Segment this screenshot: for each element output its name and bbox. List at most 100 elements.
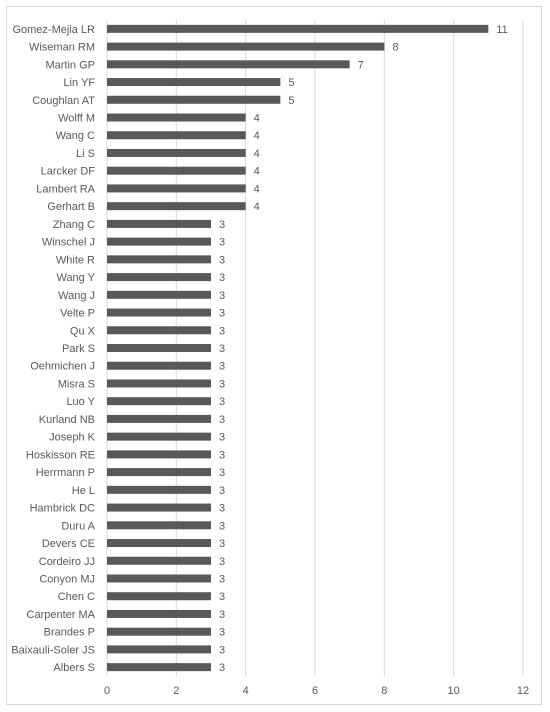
x-tick-label: 8 [381,685,387,697]
category-label: Hoskisson RE [26,449,95,461]
category-label: Wang Y [56,272,95,284]
bar [107,468,211,477]
bar [107,414,211,423]
bar [107,24,489,33]
data-label: 3 [219,538,225,550]
category-label: Cordeiro JJ [39,556,95,568]
category-label: Luo Y [66,396,95,408]
category-label: Coughlan AT [32,95,95,107]
category-label: Qu X [70,325,96,337]
category-label: Kurland NB [39,414,95,426]
data-label: 3 [219,432,225,444]
category-label: Wang C [56,130,95,142]
bar [107,202,246,211]
bar [107,503,211,512]
category-label: Oehmichen J [30,361,95,373]
data-label: 3 [219,503,225,515]
bar [107,273,211,282]
bar [107,556,211,565]
bar [107,219,211,228]
data-label: 3 [219,378,225,390]
data-label: 3 [219,644,225,656]
x-tick-label: 12 [517,685,529,697]
category-label: Lin YF [63,77,95,89]
data-label: 3 [219,272,225,284]
data-label: 4 [254,183,260,195]
bar [107,95,281,104]
data-label: 3 [219,591,225,603]
chart-frame [6,6,542,705]
x-tick-label: 10 [448,685,460,697]
category-label: Misra S [58,378,95,390]
bar [107,184,246,193]
bar [107,60,350,69]
data-label: 4 [254,148,260,160]
category-label: Conyon MJ [39,573,95,585]
bar [107,485,211,494]
bar [107,574,211,583]
data-label: 3 [219,609,225,621]
bar [107,627,211,636]
bar [107,450,211,459]
bar [107,290,211,299]
category-label: Carpenter MA [27,609,96,621]
bar [107,113,246,122]
data-label: 3 [219,662,225,674]
bar [107,131,246,140]
bar [107,255,211,264]
x-tick-label: 4 [243,685,249,697]
category-label: Gerhart B [47,201,95,213]
data-label: 3 [219,627,225,639]
category-label: Velte P [60,308,95,320]
bar [107,326,211,335]
data-label: 5 [288,77,294,89]
data-label: 3 [219,467,225,479]
category-label: Hambrick DC [30,503,95,515]
category-label: Baixauli-Soler JS [11,644,95,656]
x-tick-label: 2 [173,685,179,697]
category-label: Wiseman RM [29,42,95,54]
category-label: Brandes P [44,627,95,639]
bar [107,379,211,388]
data-label: 3 [219,449,225,461]
data-label: 3 [219,520,225,532]
bar [107,361,211,370]
data-label: 3 [219,573,225,585]
bar [107,78,281,87]
data-label: 3 [219,556,225,568]
data-label: 4 [254,166,260,178]
category-label: White R [56,254,95,266]
category-label: Joseph K [49,432,96,444]
data-label: 3 [219,219,225,231]
category-label: Zhang C [53,219,95,231]
category-label: Gomez-Mejia LR [12,24,95,36]
bar [107,166,246,175]
category-label: Wolff M [58,113,95,125]
data-label: 3 [219,237,225,249]
category-label: Wang J [58,290,95,302]
data-label: 5 [288,95,294,107]
bar [107,308,211,317]
category-label: Winschel J [42,237,95,249]
data-label: 3 [219,414,225,426]
bar [107,663,211,672]
data-label: 8 [392,42,398,54]
bar [107,592,211,601]
bar [107,237,211,246]
bar [107,42,385,51]
x-tick-label: 6 [312,685,318,697]
bar [107,645,211,654]
bar [107,397,211,406]
category-label: Martin GP [45,59,95,71]
category-label: Devers CE [42,538,95,550]
data-label: 11 [496,24,507,36]
category-label: Duru A [61,520,95,532]
data-label: 3 [219,325,225,337]
bar [107,148,246,157]
data-label: 3 [219,343,225,355]
bar [107,432,211,441]
x-tick-label: 0 [104,685,110,697]
bar [107,539,211,548]
data-label: 3 [219,485,225,497]
